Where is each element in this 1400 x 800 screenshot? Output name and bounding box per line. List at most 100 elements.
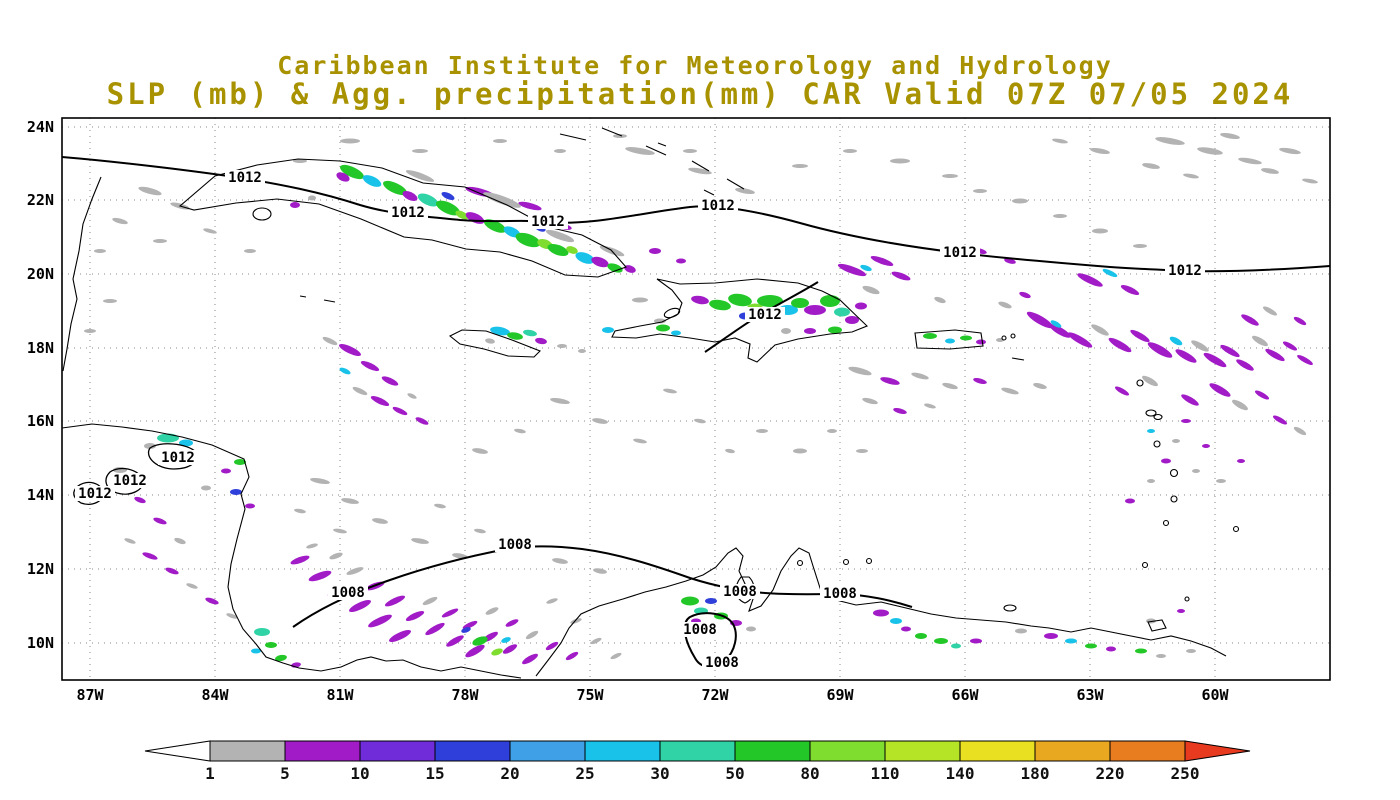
precip-cell: [103, 299, 117, 303]
precip-cell: [725, 448, 735, 454]
legend-value: 220: [1096, 764, 1125, 783]
precip-cell: [1265, 348, 1285, 362]
lon-tick-label: 78W: [451, 686, 479, 704]
isobar-label-halo: [388, 205, 428, 220]
precip-cell: [144, 443, 156, 449]
precip-cell: [522, 653, 538, 665]
lat-tick-label: 20N: [27, 265, 54, 283]
isobar-label: 1012: [1168, 263, 1202, 279]
precip-cell: [461, 627, 471, 633]
precip-cell: [843, 149, 857, 153]
precip-cell: [565, 651, 579, 661]
precip-cell: [153, 517, 167, 525]
precip-cell: [415, 417, 429, 425]
precip-cell: [203, 228, 217, 234]
precip-cell: [923, 333, 937, 339]
precip-cell: [1050, 320, 1062, 328]
precip-cell: [934, 638, 948, 644]
legend-value: 250: [1171, 764, 1200, 783]
precip-cell: [676, 258, 686, 264]
precip-cell: [1125, 498, 1135, 504]
precip-cell: [1147, 342, 1173, 358]
precip-cell: [610, 652, 622, 660]
precip-cell: [688, 167, 712, 175]
precip-cell: [290, 202, 300, 208]
legend-value: 5: [280, 764, 290, 783]
precip-cell: [1192, 469, 1200, 473]
precip-cell: [1147, 429, 1155, 433]
precip-cell: [290, 555, 310, 565]
precip-cell: [1012, 198, 1028, 204]
precip-cell: [1272, 415, 1288, 425]
lon-tick-label: 81W: [326, 686, 354, 704]
precip-cell: [186, 583, 198, 589]
precip-cell: [633, 438, 647, 444]
precip-cell: [1026, 311, 1054, 329]
precip-cell: [1236, 359, 1254, 371]
precip-cell: [362, 175, 382, 187]
precip-cell: [1293, 426, 1307, 436]
precip-cell: [294, 508, 306, 514]
precip-cell: [709, 299, 731, 311]
precip-cell: [1237, 459, 1245, 463]
precip-colorbar-legend: 1 5 10 15 20 25 30 50 80 110 140 180 220 250: [144, 740, 1251, 783]
precip-cell: [893, 407, 907, 415]
isobar-contours: [62, 156, 1330, 668]
precip-cell: [575, 252, 595, 264]
precip-cell: [1049, 324, 1071, 338]
legend-segment: [959, 740, 1036, 762]
isobar-label-halo: [110, 473, 150, 488]
precip-cell: [483, 219, 507, 233]
precip-cell: [1142, 375, 1158, 387]
precip-cell: [1261, 168, 1279, 174]
precip-cell: [901, 626, 911, 632]
isobar-label-halo: [328, 585, 368, 600]
map-frame: [61, 117, 1331, 681]
precip-cell: [1133, 244, 1147, 248]
legend-arrow-left: [144, 740, 211, 762]
legend-segment: [359, 740, 436, 762]
lon-tick-label: 75W: [576, 686, 604, 704]
isobar-label: 1012: [228, 170, 262, 186]
precip-cell: [804, 305, 826, 315]
legend-segment: [434, 740, 511, 762]
precip-cell: [1297, 355, 1313, 365]
isobar-label-halo: [745, 307, 785, 322]
isobar-label-halo: [940, 245, 980, 260]
precip-cell: [891, 271, 911, 281]
precip-cell: [1282, 341, 1298, 351]
precip-cell: [1001, 387, 1019, 395]
precip-cell: [613, 134, 627, 138]
precip-cell: [254, 628, 270, 636]
precip-cell: [970, 638, 982, 644]
precip-cell: [683, 149, 697, 153]
legend-value: 50: [725, 764, 744, 783]
precip-cell: [592, 418, 608, 424]
legend-value: 10: [350, 764, 369, 783]
precip-cell: [518, 201, 542, 211]
precip-cell: [370, 395, 390, 407]
legend-segment: [284, 740, 361, 762]
lon-tick-label: 69W: [826, 686, 854, 704]
precip-cell: [1181, 394, 1199, 406]
legend-value: 30: [650, 764, 669, 783]
legend-segment: [509, 740, 586, 762]
legend-value: 140: [946, 764, 975, 783]
precip-cell: [625, 147, 655, 155]
precipitation-shading: [84, 132, 1318, 668]
precip-cell: [1156, 654, 1166, 658]
precip-cell: [485, 338, 495, 344]
isobar-label-halo: [720, 584, 760, 599]
isobar-label: 1008: [498, 537, 532, 553]
precip-cell: [792, 164, 808, 168]
coastlines: [62, 127, 1240, 679]
precip-cell: [226, 613, 238, 619]
precip-cell: [446, 635, 464, 647]
legend-value: 15: [425, 764, 444, 783]
precip-cell: [550, 397, 570, 405]
lon-tick-label: 66W: [951, 686, 979, 704]
precip-cell: [483, 192, 521, 208]
precip-cell: [973, 189, 987, 193]
precip-cell: [566, 246, 578, 254]
precip-cell: [434, 503, 446, 509]
